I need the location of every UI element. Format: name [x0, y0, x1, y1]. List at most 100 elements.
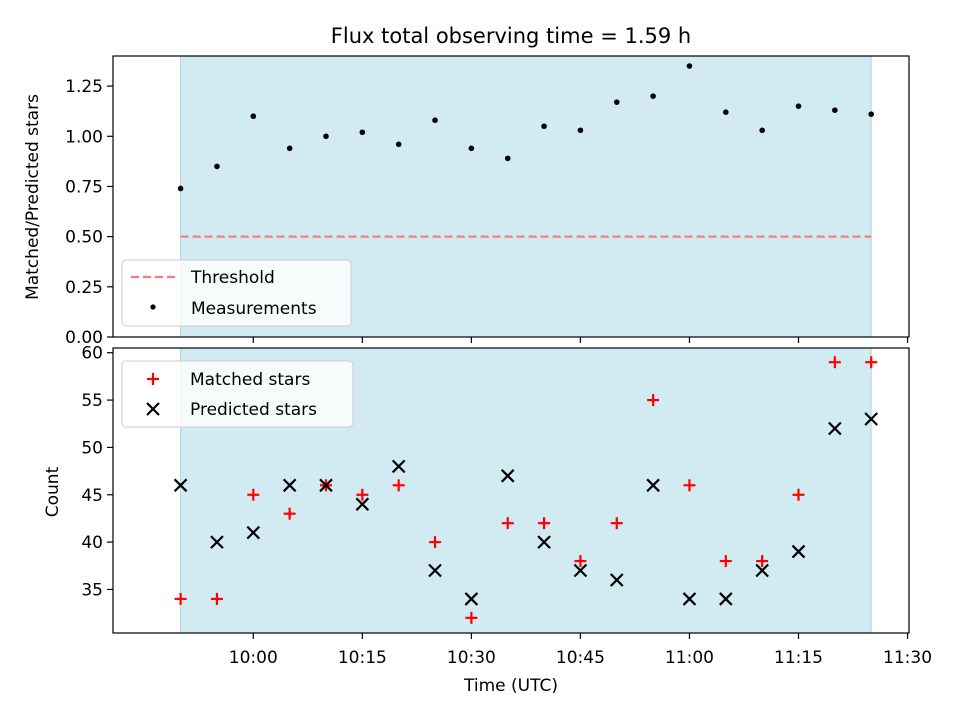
matched-star-point	[247, 488, 260, 501]
matched-star-point	[501, 517, 514, 530]
measurement-point	[541, 123, 547, 130]
chart-title: Flux total observing time = 1.59 h	[331, 24, 691, 48]
measurement-point	[177, 185, 184, 192]
y-tick-label: 0.00	[65, 328, 103, 348]
measurement-point	[359, 129, 366, 136]
y-tick-label: 0.25	[65, 278, 103, 298]
measurement-point	[868, 111, 874, 118]
matched-star-point	[283, 507, 296, 520]
measurement-point	[432, 117, 438, 124]
matched-star-point	[683, 479, 696, 492]
x-tick-label: 10:45	[556, 648, 605, 668]
legend-measurements-label: Measurements	[191, 299, 317, 319]
matched-star-point	[574, 555, 587, 568]
bottom-plot-frame	[112, 347, 910, 634]
predicted-star-point	[500, 469, 515, 483]
x-axis: 10:00 10:15 10:30 10:45 11:00 11:15 11:30	[229, 633, 932, 668]
top-legend: Threshold Measurements	[121, 259, 352, 327]
measurement-points	[177, 63, 874, 192]
predicted-star-point	[428, 563, 442, 578]
matched-star-point	[465, 611, 478, 624]
predicted-star-point	[464, 592, 479, 606]
x-tick-label: 10:00	[229, 648, 278, 668]
y-tick-label: 40	[81, 533, 103, 553]
measurement-point	[468, 145, 475, 152]
y-tick-label: 1.25	[65, 77, 103, 97]
predicted-star-point	[791, 544, 806, 559]
predicted-star-point	[755, 563, 769, 578]
y-tick-label: 0.50	[65, 228, 103, 248]
measurement-point	[250, 113, 257, 120]
predicted-star-point	[319, 478, 333, 493]
measurement-point	[686, 63, 693, 69]
measurement-point	[650, 93, 656, 99]
bottom-panel: 35 40 45 50 55 60 10:00 10:15 10:30 10:45 11:00 11…	[43, 344, 932, 696]
x-tick-label: 10:15	[338, 648, 387, 668]
measurement-point	[723, 109, 729, 115]
matched-star-point	[719, 555, 732, 568]
top-y-axis: 0.00 0.25 0.50 0.75 1.00 1.25	[65, 77, 113, 348]
measurement-point	[613, 99, 620, 105]
legend-matched-label: Matched stars	[190, 370, 310, 390]
predicted-star-point	[246, 525, 261, 540]
y-tick-label: 35	[81, 580, 103, 600]
bottom-y-axis: 35 40 45 50 55 60	[81, 344, 113, 600]
y-tick-label: 60	[81, 344, 103, 364]
matched-star-point	[392, 479, 405, 492]
measurement-point	[504, 155, 511, 162]
predicted-star-point	[609, 573, 624, 587]
count-points	[173, 356, 878, 624]
predicted-star-point	[210, 535, 224, 549]
legend-predicted-marker	[146, 402, 160, 416]
matched-star-point	[356, 488, 369, 501]
bottom-y-axis-label: Count	[43, 466, 63, 517]
x-tick-label: 10:30	[447, 648, 496, 668]
matched-star-point	[174, 592, 187, 605]
legend-predicted-label: Predicted stars	[190, 400, 317, 420]
top-panel: 0.00 0.25 0.50 0.75 1.00 1.25 Matched/Predict…	[23, 55, 910, 348]
legend-measurements-swatch	[150, 304, 156, 310]
matched-star-point	[538, 517, 551, 530]
y-tick-label: 1.00	[65, 127, 103, 147]
y-tick-label: 50	[81, 438, 103, 458]
measurement-point	[395, 141, 402, 148]
matched-star-point	[210, 592, 223, 605]
matched-star-point	[429, 536, 442, 549]
top-y-axis-label: Matched/Predicted stars	[23, 94, 43, 300]
x-tick-label: 11:15	[774, 648, 823, 668]
legend-matched-swatch	[147, 373, 159, 385]
predicted-star-point	[391, 459, 406, 474]
predicted-star-point	[864, 412, 878, 426]
predicted-star-point	[682, 592, 697, 606]
predicted-star-point	[573, 563, 588, 578]
measurement-point	[286, 145, 293, 152]
x-tick-label: 11:30	[883, 648, 932, 668]
predicted-star-point	[537, 535, 551, 549]
measurement-point	[323, 133, 329, 140]
bottom-legend: Matched stars Predicted stars	[121, 360, 354, 428]
measurement-point	[795, 103, 802, 109]
predicted-star-point	[719, 592, 733, 606]
predicted-star-point	[282, 478, 297, 493]
legend-matched-marker	[147, 373, 159, 385]
legend-predicted-swatch	[146, 402, 160, 416]
x-axis-label: Time (UTC)	[463, 676, 558, 696]
predicted-star-point	[646, 478, 660, 493]
y-tick-label: 0.75	[65, 177, 103, 197]
top-plot-frame	[112, 55, 910, 338]
matched-star-point	[647, 394, 660, 407]
matched-star-point	[792, 488, 805, 501]
predicted-star-point	[828, 421, 842, 436]
legend-threshold-label: Threshold	[190, 268, 275, 288]
matched-star-point	[610, 517, 623, 530]
measurement-point	[832, 107, 838, 113]
matched-star-point	[756, 555, 769, 568]
top-x-tick-marks	[252, 337, 909, 343]
measurement-point	[214, 163, 220, 170]
measurement-point	[577, 127, 584, 134]
matched-star-point	[865, 356, 878, 369]
y-tick-label: 45	[81, 486, 103, 506]
predicted-star-point	[355, 497, 370, 512]
x-tick-label: 11:00	[665, 648, 714, 668]
